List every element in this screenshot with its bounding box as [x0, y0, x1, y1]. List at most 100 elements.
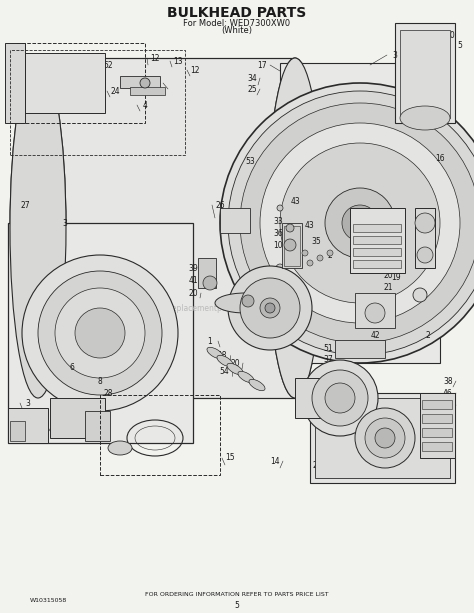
Ellipse shape — [400, 106, 450, 130]
Text: BULKHEAD PARTS: BULKHEAD PARTS — [167, 6, 307, 20]
Text: 7: 7 — [290, 238, 294, 248]
Ellipse shape — [108, 441, 132, 455]
Bar — [220, 208, 250, 233]
Text: 28: 28 — [103, 389, 113, 397]
Bar — [8, 223, 193, 443]
Text: 27: 27 — [150, 78, 160, 88]
Bar — [353, 236, 401, 244]
Circle shape — [276, 264, 284, 272]
Text: 37: 37 — [323, 356, 333, 365]
Ellipse shape — [215, 293, 275, 313]
Circle shape — [302, 360, 378, 436]
Circle shape — [325, 188, 395, 258]
Circle shape — [228, 266, 312, 350]
Text: 40: 40 — [25, 70, 35, 80]
Text: 39: 39 — [188, 264, 198, 273]
Bar — [353, 248, 401, 256]
Circle shape — [38, 271, 162, 395]
Circle shape — [280, 143, 440, 303]
Text: W10315058: W10315058 — [30, 598, 67, 604]
Circle shape — [415, 213, 435, 233]
Ellipse shape — [207, 348, 223, 359]
Text: 21: 21 — [253, 327, 263, 335]
Circle shape — [284, 239, 296, 251]
Circle shape — [365, 303, 385, 323]
Text: 5: 5 — [457, 40, 463, 50]
Text: 39: 39 — [323, 397, 333, 406]
Text: 22: 22 — [383, 316, 393, 326]
Text: 3: 3 — [26, 398, 30, 408]
Text: 30: 30 — [445, 31, 455, 39]
Text: For Model: WED7300XW0: For Model: WED7300XW0 — [183, 18, 291, 28]
Ellipse shape — [267, 58, 323, 398]
Text: 45: 45 — [33, 411, 43, 419]
Text: 46: 46 — [443, 389, 453, 397]
Text: 36: 36 — [273, 229, 283, 237]
Text: 9: 9 — [53, 421, 57, 430]
Bar — [130, 87, 165, 95]
Text: 3: 3 — [392, 50, 397, 59]
Text: 17: 17 — [257, 61, 267, 69]
Circle shape — [260, 298, 280, 318]
Circle shape — [413, 288, 427, 302]
Text: (White): (White) — [221, 26, 253, 34]
Text: 20: 20 — [383, 270, 393, 280]
Text: 2: 2 — [423, 291, 428, 300]
Bar — [8, 408, 48, 443]
Bar — [422, 400, 452, 409]
Text: 19: 19 — [391, 273, 401, 281]
Text: 34: 34 — [247, 74, 257, 83]
Circle shape — [307, 260, 313, 266]
Bar — [422, 414, 452, 423]
Text: 2: 2 — [443, 424, 447, 433]
Bar — [395, 23, 455, 123]
Text: 18: 18 — [217, 351, 227, 359]
Text: 29: 29 — [283, 234, 293, 243]
Circle shape — [55, 288, 145, 378]
Circle shape — [317, 255, 323, 261]
Text: 26: 26 — [215, 200, 225, 210]
Bar — [280, 63, 440, 363]
Circle shape — [140, 78, 150, 88]
Circle shape — [365, 418, 405, 458]
Bar — [10, 421, 25, 441]
Circle shape — [286, 224, 294, 232]
Ellipse shape — [249, 379, 265, 390]
Bar — [198, 258, 216, 288]
Ellipse shape — [227, 364, 243, 375]
Text: 15: 15 — [225, 454, 235, 462]
Text: 42: 42 — [370, 330, 380, 340]
Text: 31: 31 — [443, 400, 453, 409]
Text: ereplacementparts.com: ereplacementparts.com — [164, 303, 256, 313]
Circle shape — [240, 278, 300, 338]
Ellipse shape — [10, 58, 66, 398]
Text: 4: 4 — [143, 101, 147, 110]
Bar — [120, 76, 160, 88]
Text: 1: 1 — [208, 337, 212, 346]
Text: 53: 53 — [245, 156, 255, 166]
Bar — [50, 398, 105, 438]
Circle shape — [240, 103, 474, 343]
Text: 2: 2 — [313, 460, 318, 470]
Bar — [5, 43, 25, 123]
Bar — [415, 208, 435, 268]
Circle shape — [277, 205, 283, 211]
Bar — [420, 393, 455, 458]
Text: 2: 2 — [375, 460, 380, 470]
Text: 33: 33 — [273, 216, 283, 226]
Text: 47: 47 — [440, 413, 450, 422]
Text: 48: 48 — [410, 463, 420, 473]
Circle shape — [355, 408, 415, 468]
Text: 23: 23 — [87, 74, 97, 83]
Bar — [422, 428, 452, 437]
Bar — [335, 340, 385, 358]
Text: 52: 52 — [103, 61, 113, 69]
Bar — [310, 393, 455, 483]
Text: 49: 49 — [367, 416, 377, 425]
Circle shape — [203, 276, 217, 290]
Bar — [282, 223, 302, 268]
Bar — [295, 378, 340, 418]
Text: 18: 18 — [393, 259, 403, 267]
Text: 25: 25 — [247, 85, 257, 94]
Text: 21: 21 — [383, 283, 393, 292]
